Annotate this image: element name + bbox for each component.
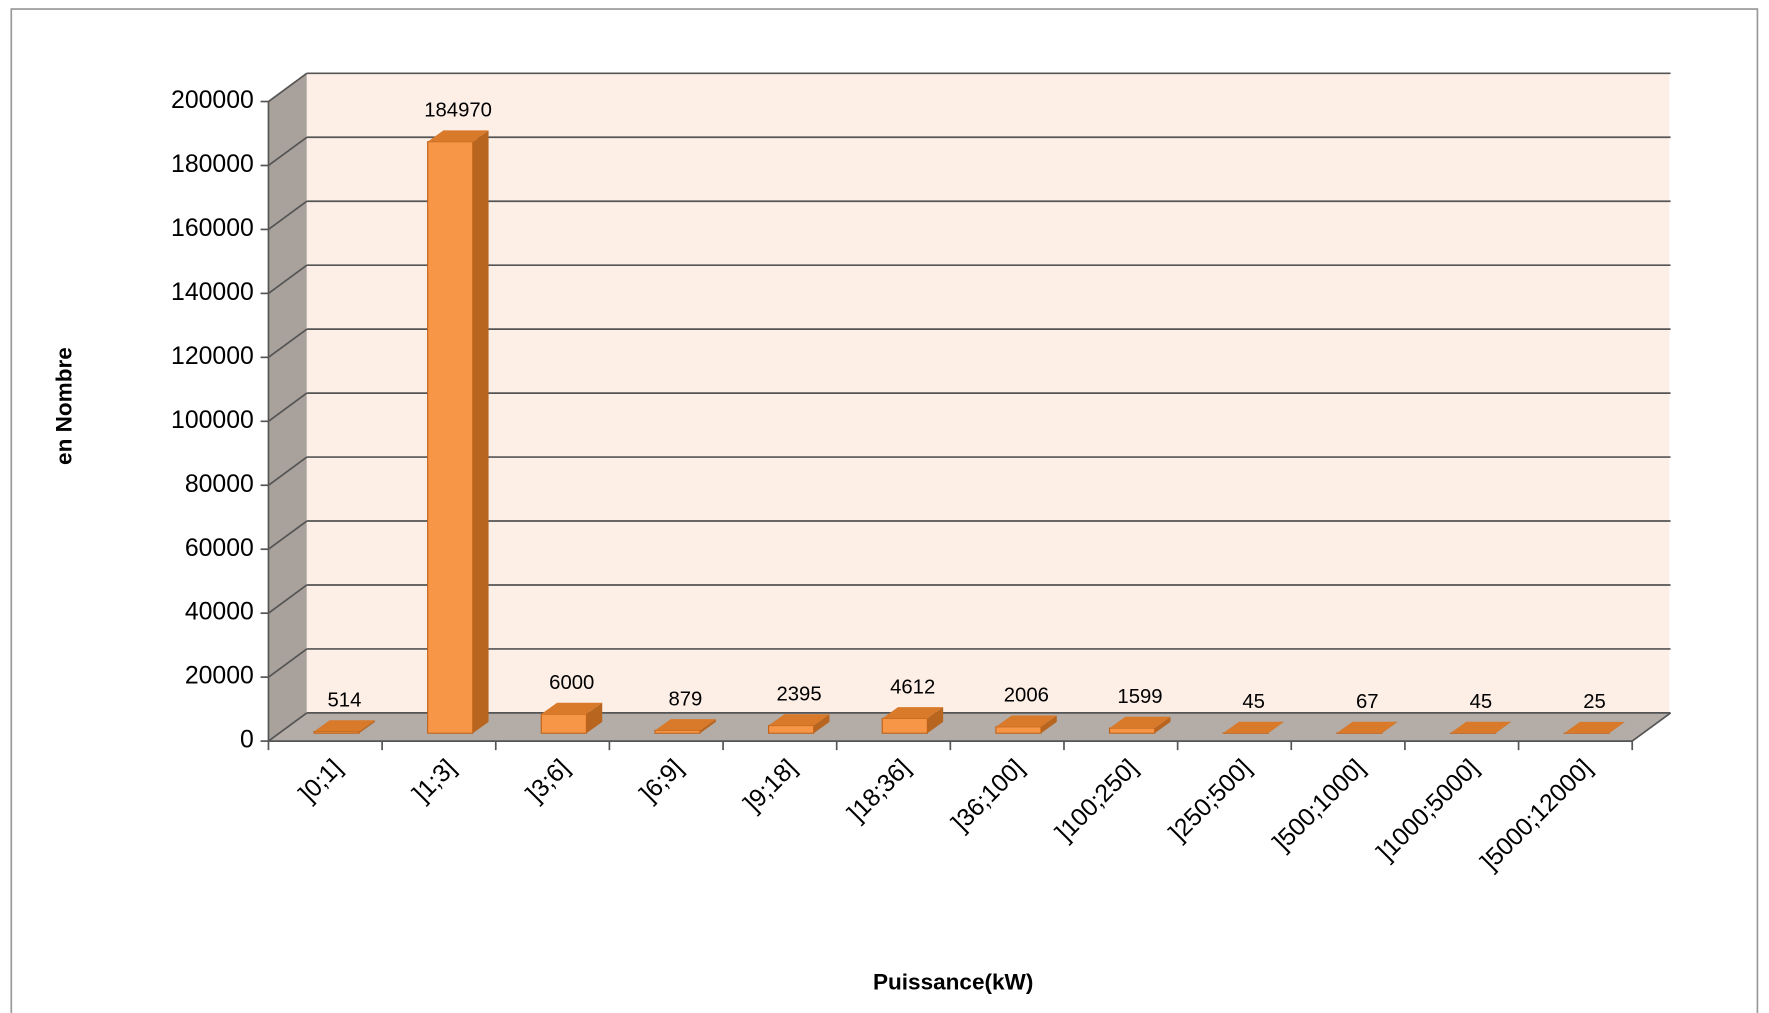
bar-side xyxy=(1495,721,1512,734)
bar xyxy=(654,729,701,734)
bar xyxy=(313,730,360,734)
chart-area: Puissance(kW) en Nombre 0 20000 40000 60000… xyxy=(10,8,1759,1013)
bar-top xyxy=(1336,721,1398,733)
bar-top xyxy=(995,715,1057,727)
bar xyxy=(881,717,928,734)
grid-line-side xyxy=(267,456,308,486)
grid-line-side xyxy=(267,136,308,167)
bar-top xyxy=(1564,721,1626,734)
bar-top xyxy=(1223,721,1285,734)
bar-top xyxy=(768,714,830,726)
bar-side xyxy=(1041,715,1057,734)
y-tick-label: 0 xyxy=(240,727,254,754)
data-label: 2006 xyxy=(1004,685,1049,707)
data-label: 4612 xyxy=(890,676,935,698)
data-label: 184970 xyxy=(424,100,492,122)
y-tick-label: 180000 xyxy=(171,151,254,178)
grid-line-side xyxy=(267,72,308,103)
bar-side xyxy=(1609,721,1626,734)
grid-line-side xyxy=(267,712,308,742)
bar xyxy=(1108,727,1156,734)
bar-top xyxy=(314,720,375,732)
y-tick-label: 160000 xyxy=(171,215,254,242)
y-tick-label: 20000 xyxy=(185,663,254,690)
floor xyxy=(268,712,1670,742)
bar-top xyxy=(654,719,716,731)
data-label: 879 xyxy=(668,688,702,710)
bar xyxy=(427,141,474,734)
data-label: 514 xyxy=(328,689,362,711)
grid-line-side xyxy=(267,520,308,550)
bar-side xyxy=(1268,721,1285,734)
bar-side xyxy=(1381,721,1398,734)
bar-side xyxy=(1154,716,1171,734)
data-label: 6000 xyxy=(549,672,594,694)
y-tick-label: 60000 xyxy=(185,535,254,562)
grid-line-side xyxy=(267,648,308,678)
bar-side xyxy=(813,714,830,734)
bar-side xyxy=(927,707,944,734)
grid-line-side xyxy=(267,264,308,295)
bar xyxy=(540,713,587,734)
bar-side xyxy=(359,720,375,734)
y-tick-label: 140000 xyxy=(171,279,254,306)
y-tick-label: 200000 xyxy=(171,87,254,114)
data-label: 2395 xyxy=(776,683,821,705)
y-tick-label: 100000 xyxy=(171,407,254,434)
bar xyxy=(768,724,815,734)
bar-side xyxy=(472,130,489,734)
bar xyxy=(995,726,1042,734)
bar-top xyxy=(541,702,603,715)
data-label: 25 xyxy=(1583,691,1606,713)
data-label: 67 xyxy=(1356,691,1379,713)
bar-top xyxy=(1109,716,1171,729)
y-tick-label: 80000 xyxy=(185,471,254,498)
bar-top xyxy=(1450,721,1512,734)
x-axis-title: Puissance(kW) xyxy=(873,970,1033,995)
bar-side xyxy=(586,702,603,734)
y-tick-label: 120000 xyxy=(171,343,254,370)
grid-line-side xyxy=(267,392,308,422)
bar-side xyxy=(700,719,716,734)
bar-top xyxy=(882,707,944,719)
data-label: 45 xyxy=(1242,691,1265,713)
data-label: 1599 xyxy=(1117,686,1162,708)
grid-line-side xyxy=(267,200,308,231)
y-axis-title: en Nombre xyxy=(51,347,76,465)
bar-top xyxy=(427,130,489,142)
data-label: 45 xyxy=(1470,691,1493,713)
x-axis-depth xyxy=(1631,712,1672,742)
y-tick-label: 40000 xyxy=(185,599,254,626)
grid-line-side xyxy=(267,584,308,614)
grid-line-side xyxy=(267,328,308,359)
